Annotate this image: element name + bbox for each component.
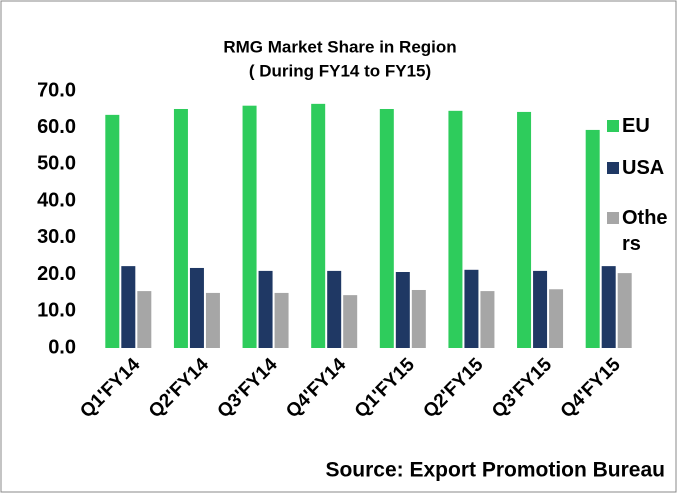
bar [121,266,136,348]
y-tick-label: 70.0 [37,79,76,101]
bar [448,110,463,348]
y-tick-label: 10.0 [37,300,76,322]
y-tick-label: 20.0 [37,263,76,285]
legend-swatch [607,212,619,224]
y-tick-label: 60.0 [37,116,76,138]
x-tick-label: Q2'FY14 [145,354,213,422]
bar [274,292,289,348]
bar [601,266,616,348]
bar [242,105,257,348]
legend-swatch [607,162,619,174]
legend-label: EU [622,115,650,137]
x-tick-label: Q4'FY14 [282,354,350,422]
bar [411,289,426,348]
bar [617,273,632,348]
bar [395,272,410,348]
y-tick-label: 0.0 [48,336,76,358]
bar [549,289,564,348]
legend-swatch [607,120,619,132]
chart-title: RMG Market Share in Region [223,37,456,56]
x-tick-label: Q1'FY15 [351,354,419,422]
bar [533,270,548,348]
x-tick-label: Q2'FY15 [419,354,487,422]
source-note: Source: Export Promotion Bureau [325,459,665,482]
bar [480,291,495,348]
bar [585,129,600,348]
bar [311,103,326,348]
bar [189,267,204,348]
bar [173,108,188,349]
y-tick-label: 30.0 [37,226,76,248]
chart-subtitle: ( During FY14 to FY15) [249,61,431,80]
legend-label: Others [622,207,668,255]
bar [137,291,152,348]
x-tick-label: Q1'FY14 [76,354,144,422]
bar [464,269,479,348]
bar [105,114,120,348]
bar [379,108,394,349]
bar [343,295,358,348]
y-tick-label: 50.0 [37,153,76,175]
bar [205,292,220,348]
legend-label: USA [622,157,665,179]
y-tick-label: 40.0 [37,189,76,211]
x-tick-label: Q3'FY15 [488,354,556,422]
bar [258,270,273,348]
bar [517,111,532,348]
bar [327,270,342,348]
x-tick-label: Q4'FY15 [557,354,625,422]
x-tick-label: Q3'FY14 [214,354,282,422]
